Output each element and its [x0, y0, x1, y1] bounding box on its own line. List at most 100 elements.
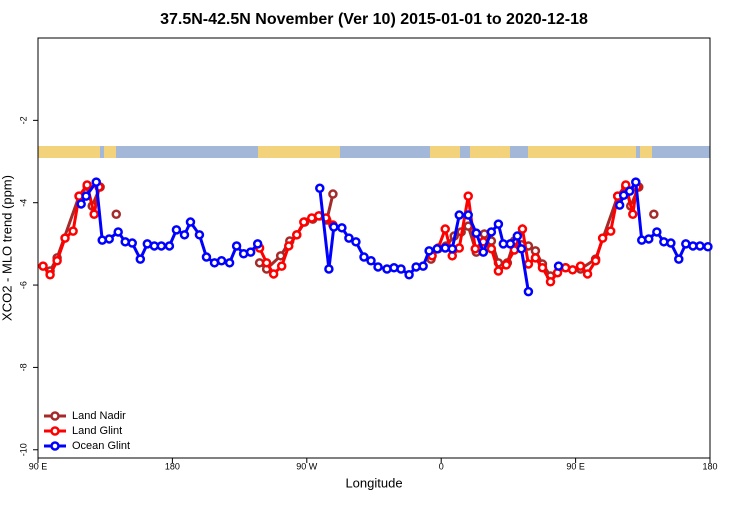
- legend-label: Land Glint: [72, 425, 122, 437]
- data-point: [113, 227, 123, 237]
- data-point: [553, 261, 564, 271]
- data-point: [164, 241, 175, 251]
- land-strip: [470, 146, 510, 158]
- data-point: [261, 258, 272, 268]
- data-point: [328, 189, 338, 199]
- data-point: [605, 226, 616, 236]
- data-point: [590, 256, 601, 266]
- data-point: [156, 241, 167, 251]
- y-tick-label: -8: [18, 363, 28, 371]
- data-point: [111, 209, 122, 219]
- data-point: [82, 180, 92, 190]
- data-point: [201, 252, 212, 262]
- data-point: [523, 259, 534, 269]
- data-point: [104, 234, 114, 244]
- data-point: [624, 186, 635, 196]
- data-point: [512, 231, 523, 241]
- land-strip: [258, 146, 340, 158]
- data-point: [89, 209, 99, 219]
- data-point: [45, 270, 55, 280]
- y-tick-label: -10: [18, 443, 28, 456]
- map-strip: [38, 146, 710, 158]
- data-point: [628, 209, 638, 219]
- data-point: [582, 269, 593, 279]
- y-tick-label: -2: [18, 116, 28, 124]
- data-point: [216, 256, 227, 266]
- data-point: [501, 260, 512, 270]
- data-point: [523, 286, 534, 297]
- x-axis-label: Longitude: [345, 475, 402, 490]
- data-point: [315, 183, 325, 194]
- data-point: [276, 261, 287, 271]
- data-point: [194, 230, 205, 240]
- land-strip: [430, 146, 460, 158]
- data-point: [447, 244, 458, 254]
- legend-entry: Land Nadir: [44, 410, 126, 422]
- data-point: [537, 263, 548, 273]
- data-point: [471, 228, 482, 238]
- data-point: [478, 247, 489, 257]
- data-point: [505, 239, 516, 249]
- data-point: [224, 258, 235, 268]
- data-point: [618, 190, 629, 201]
- data-point: [486, 227, 497, 237]
- data-point: [366, 256, 376, 266]
- data-point: [644, 234, 654, 244]
- data-point: [418, 261, 428, 271]
- data-point: [703, 242, 713, 252]
- data-point: [404, 270, 414, 280]
- land-strip: [104, 146, 116, 158]
- legend-marker: [50, 441, 60, 451]
- data-point: [359, 252, 369, 262]
- data-point: [127, 238, 137, 248]
- data-point: [666, 238, 676, 248]
- data-point: [486, 244, 497, 254]
- data-point: [424, 246, 434, 256]
- data-point: [470, 244, 480, 254]
- data-point: [60, 233, 70, 243]
- data-point: [493, 219, 504, 229]
- data-point: [245, 247, 256, 257]
- data-point: [231, 241, 242, 251]
- data-point: [135, 254, 146, 264]
- data-point: [493, 266, 504, 276]
- data-point: [38, 261, 48, 271]
- y-axis-label: XCO2 - MLO trend (ppm): [0, 175, 14, 321]
- land-strip: [38, 146, 100, 158]
- y-tick-label: -4: [18, 199, 28, 207]
- data-point: [324, 264, 334, 274]
- data-point: [631, 177, 641, 187]
- legend-label: Ocean Glint: [72, 440, 130, 452]
- data-point: [299, 217, 309, 227]
- data-point: [516, 244, 527, 254]
- data-point: [268, 269, 279, 279]
- data-point: [81, 191, 91, 201]
- data-point: [695, 241, 705, 251]
- data-point: [545, 277, 556, 287]
- data-point: [292, 230, 302, 240]
- land-strip: [640, 146, 652, 158]
- x-tick-label: 90 W: [296, 461, 318, 471]
- data-point: [329, 222, 339, 232]
- data-point: [614, 200, 625, 210]
- legend-marker: [50, 426, 60, 436]
- legend-label: Land Nadir: [72, 410, 126, 422]
- data-point: [179, 230, 190, 240]
- data-point: [567, 265, 578, 275]
- data-point: [185, 217, 196, 227]
- data-point: [530, 253, 541, 263]
- data-point: [454, 210, 465, 220]
- data-point: [68, 226, 78, 236]
- x-tick-label: 180: [702, 461, 717, 471]
- data-point: [432, 244, 442, 254]
- data-point: [652, 227, 662, 237]
- data-point: [463, 210, 473, 220]
- legend-entry: Ocean Glint: [44, 440, 130, 452]
- data-point: [252, 239, 263, 249]
- chart-title: 37.5N-42.5N November (Ver 10) 2015-01-01…: [160, 11, 588, 28]
- y-tick-label: -6: [18, 281, 28, 289]
- x-tick-label: 180: [165, 461, 180, 471]
- legend-entry: Land Glint: [44, 425, 122, 437]
